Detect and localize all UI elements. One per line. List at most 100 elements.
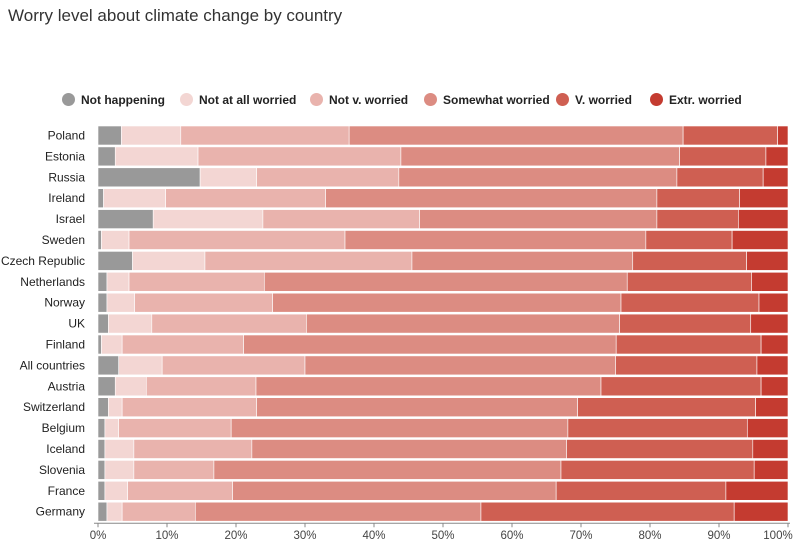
- bar-segment: [738, 209, 789, 229]
- bar-segment: [134, 292, 273, 313]
- bar-segment: [152, 209, 264, 229]
- x-tick-label: 20%: [224, 530, 247, 542]
- category-label: Israel: [56, 212, 85, 226]
- bar-segment: [256, 397, 578, 418]
- bar-segment: [127, 480, 233, 501]
- bar-segment: [411, 251, 634, 271]
- bar-segment: [97, 313, 109, 334]
- bar-row: Ireland: [48, 188, 789, 208]
- bar-row: Norway: [44, 292, 789, 313]
- bar-segment: [751, 271, 789, 292]
- bar-row: Estonia: [45, 146, 789, 167]
- bar-segment: [765, 146, 789, 167]
- bar-segment: [97, 125, 122, 146]
- legend-label: Not at all worried: [199, 93, 297, 107]
- bar-segment: [566, 439, 754, 459]
- bar-row: Russia: [48, 167, 789, 188]
- bar-segment: [230, 418, 569, 438]
- bar-segment: [180, 125, 350, 146]
- bar-segment: [619, 313, 752, 334]
- bar-segment: [656, 209, 739, 229]
- bar-segment: [577, 397, 756, 418]
- bar-row: Sweden: [42, 230, 789, 250]
- bar-row: France: [48, 480, 789, 501]
- legend-label: Somewhat worried: [443, 93, 550, 107]
- bar-segment: [97, 501, 108, 522]
- bar-segment: [106, 271, 130, 292]
- bar-segment: [197, 146, 402, 167]
- category-label: Ireland: [48, 191, 85, 205]
- bar-row: Iceland: [46, 439, 789, 459]
- legend-swatch: [62, 93, 75, 106]
- bar-segment: [777, 125, 789, 146]
- legend-swatch: [556, 93, 569, 106]
- bar-segment: [656, 188, 741, 208]
- bar-row: UK: [68, 313, 789, 334]
- bar-segment: [104, 418, 120, 438]
- x-tick-label: 10%: [155, 530, 178, 542]
- legend-label: Extr. worried: [669, 93, 742, 107]
- x-tick-label: 70%: [569, 530, 592, 542]
- legend-label: Not happening: [81, 93, 165, 107]
- bar-segment: [161, 355, 306, 376]
- legend-swatch: [310, 93, 323, 106]
- bar-segment: [731, 230, 789, 250]
- x-tick-label: 30%: [293, 530, 316, 542]
- category-label: Austria: [48, 379, 86, 393]
- bar-segment: [304, 355, 616, 376]
- bar-segment: [97, 188, 104, 208]
- bar-segment: [132, 251, 206, 271]
- bar-segment: [480, 501, 735, 522]
- bar-segment: [615, 334, 762, 355]
- bar-segment: [121, 397, 258, 418]
- bar-row: Poland: [48, 125, 789, 146]
- bar-segment: [762, 167, 789, 188]
- bar-segment: [97, 376, 116, 397]
- bar-segment: [739, 188, 789, 208]
- category-label: All countries: [20, 358, 85, 372]
- bar-row: Czech Republic: [1, 251, 789, 271]
- bar-segment: [632, 251, 747, 271]
- bar-segment: [746, 418, 789, 438]
- bar-segment: [679, 146, 767, 167]
- bar-segment: [97, 230, 102, 250]
- legend-swatch: [650, 93, 663, 106]
- bar-segment: [97, 480, 106, 501]
- bar-segment: [760, 376, 789, 397]
- bar-segment: [256, 167, 400, 188]
- bar-row: Finland: [46, 334, 789, 355]
- bar-segment: [121, 501, 196, 522]
- legend-swatch: [424, 93, 437, 106]
- bar-segment: [97, 271, 108, 292]
- bar-segment: [725, 480, 789, 501]
- bar-segment: [645, 230, 733, 250]
- bar-row: Belgium: [42, 418, 789, 438]
- bar-segment: [118, 355, 163, 376]
- bar-segment: [128, 271, 265, 292]
- bar-segment: [567, 418, 748, 438]
- category-label: Norway: [44, 296, 85, 310]
- category-label: Slovenia: [39, 463, 85, 477]
- bar-row: Slovenia: [39, 460, 789, 480]
- bar-row: Austria: [48, 376, 789, 397]
- bar-segment: [756, 355, 789, 376]
- bar-segment: [106, 501, 123, 522]
- bar-segment: [344, 230, 647, 250]
- category-label: Russia: [48, 170, 85, 184]
- bar-segment: [325, 188, 658, 208]
- bar-segment: [263, 271, 628, 292]
- bar-row: Netherlands: [20, 271, 789, 292]
- category-label: Sweden: [42, 233, 85, 247]
- bar-segment: [750, 313, 789, 334]
- bar-segment: [232, 480, 557, 501]
- category-label: Czech Republic: [1, 254, 85, 268]
- category-label: Belgium: [42, 421, 85, 435]
- bar-segment: [199, 167, 257, 188]
- bar-segment: [97, 292, 108, 313]
- bar-segment: [620, 292, 760, 313]
- bar-segment: [97, 397, 109, 418]
- bar-segment: [133, 439, 253, 459]
- x-tick-label: 40%: [362, 530, 385, 542]
- bar-segment: [758, 292, 789, 313]
- bar-segment: [306, 313, 620, 334]
